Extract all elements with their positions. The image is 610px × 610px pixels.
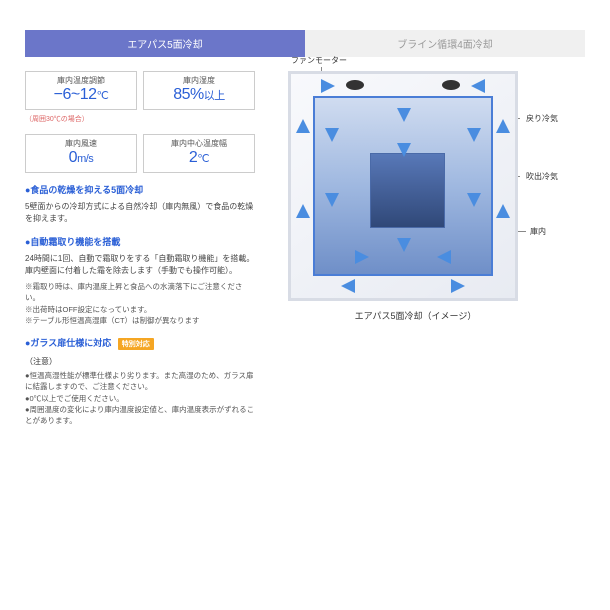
fan-icon — [442, 80, 460, 90]
spec-temprange: 庫内中心温度幅 2℃ — [143, 134, 255, 173]
spec-value: −6~12℃ — [32, 86, 130, 104]
tab-brine[interactable]: ブライン循環4面冷却 — [305, 30, 585, 57]
spec-wind: 庫内風速 0m/s — [25, 134, 137, 173]
section-title-1: ●食品の乾燥を抑える5面冷却 — [25, 183, 255, 196]
right-column: ファンモーター 戻り冷気 吹出冷気 庫内 — [273, 71, 585, 426]
section-title-2: ●自動霜取り機能を搭載 — [25, 235, 255, 248]
cooling-diagram — [288, 71, 518, 301]
spec-value: 2℃ — [150, 149, 248, 167]
arrow-icon — [467, 128, 481, 142]
arrow-icon — [496, 204, 510, 218]
spec-label: 庫内中心温度幅 — [150, 138, 248, 149]
spec-label: 庫内湿度 — [150, 75, 248, 86]
spec-value: 0m/s — [32, 149, 130, 167]
spec-label: 庫内温度調節 — [32, 75, 130, 86]
arrow-icon — [355, 250, 369, 264]
spec-temp: 庫内温度調節 −6~12℃ — [25, 71, 137, 110]
callout-fan: ファンモーター — [291, 55, 347, 66]
note: ●0℃以上でご使用ください。 — [25, 393, 255, 404]
callout-blow: 吹出冷気 — [526, 171, 558, 182]
diagram-caption: エアパス5面冷却（イメージ） — [273, 309, 558, 322]
arrow-icon — [325, 128, 339, 142]
note: ※出荷時はOFF設定になっています。 — [25, 304, 255, 315]
section-title-3: ●ガラス扉仕様に対応 特別対応 — [25, 336, 255, 350]
note: ※霜取り時は、庫内温度上昇と食品への水滴落下にご注意ください。 — [25, 281, 255, 304]
diagram-inner — [313, 96, 493, 276]
spec-note: （周囲30℃の場合） — [25, 114, 255, 124]
arrow-icon — [296, 119, 310, 133]
note: ※テーブル形恒温高湿庫（CT）は制御が異なります — [25, 315, 255, 326]
diagram-container: ファンモーター 戻り冷気 吹出冷気 庫内 — [273, 71, 558, 322]
arrow-icon — [296, 204, 310, 218]
tab-airpass[interactable]: エアパス5面冷却 — [25, 30, 305, 57]
note: ●周囲温度の変化により庫内温度設定値と、庫内温度表示がずれることがあります。 — [25, 404, 255, 427]
arrow-icon — [397, 143, 411, 157]
arrow-icon — [496, 119, 510, 133]
arrow-icon — [397, 238, 411, 252]
badge-special: 特別対応 — [118, 338, 154, 350]
arrow-icon — [451, 279, 465, 293]
arrow-icon — [471, 79, 485, 93]
section-body-1: 5壁面からの冷却方式による自然冷却（庫内無風）で食品の乾燥を抑えます。 — [25, 201, 255, 225]
note: ●恒温高湿性能が標準仕様より劣ります。また高湿のため、ガラス扉に結露しますので、… — [25, 370, 255, 393]
arrow-icon — [321, 79, 335, 93]
spec-humidity: 庫内湿度 85%以上 — [143, 71, 255, 110]
callout-inside: 庫内 — [530, 226, 546, 237]
arrow-icon — [437, 250, 451, 264]
arrow-icon — [325, 193, 339, 207]
callout-return: 戻り冷気 — [526, 113, 558, 124]
left-column: 庫内温度調節 −6~12℃ 庫内湿度 85%以上 （周囲30℃の場合） 庫内風速… — [25, 71, 255, 426]
spec-label: 庫内風速 — [32, 138, 130, 149]
arrow-icon — [397, 108, 411, 122]
spec-value: 85%以上 — [150, 86, 248, 104]
subhead-caution: （注意） — [25, 356, 255, 367]
diagram-core — [370, 153, 445, 228]
fan-icon — [346, 80, 364, 90]
section-body-2: 24時間に1回、自動で霜取りをする「自動霜取り機能」を搭載。庫内壁面に付着した霜… — [25, 253, 255, 277]
arrow-icon — [341, 279, 355, 293]
arrow-icon — [467, 193, 481, 207]
